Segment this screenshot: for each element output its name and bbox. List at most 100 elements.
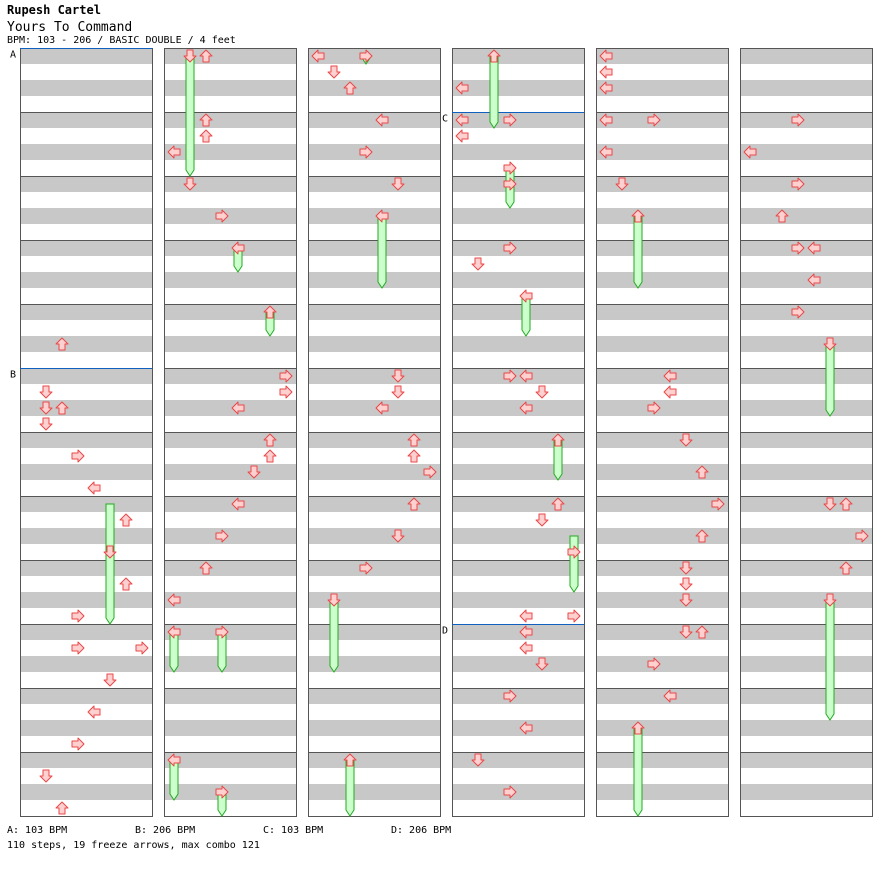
stripe bbox=[452, 272, 584, 288]
stripe bbox=[452, 592, 584, 608]
column-border bbox=[452, 48, 585, 817]
stripe bbox=[164, 624, 296, 640]
stripe bbox=[20, 656, 152, 672]
stripe bbox=[164, 304, 296, 320]
down-arrow bbox=[679, 593, 693, 607]
right-arrow bbox=[567, 545, 581, 559]
stripe bbox=[596, 48, 728, 64]
stripe bbox=[596, 240, 728, 256]
stripe bbox=[452, 784, 584, 800]
stripe bbox=[164, 688, 296, 704]
stripe bbox=[740, 752, 872, 768]
right-arrow bbox=[503, 369, 517, 383]
stripe bbox=[740, 240, 872, 256]
stripe bbox=[452, 112, 584, 128]
down-arrow bbox=[391, 177, 405, 191]
stripe bbox=[308, 336, 440, 352]
up-arrow bbox=[199, 49, 213, 63]
stripe bbox=[740, 432, 872, 448]
stripe bbox=[452, 176, 584, 192]
stripe bbox=[164, 496, 296, 512]
stripe bbox=[740, 592, 872, 608]
stripe bbox=[596, 688, 728, 704]
stripe bbox=[164, 592, 296, 608]
stripe bbox=[740, 176, 872, 192]
right-arrow bbox=[215, 625, 229, 639]
stripe bbox=[164, 336, 296, 352]
left-arrow bbox=[167, 753, 181, 767]
down-arrow bbox=[327, 65, 341, 79]
column-border bbox=[308, 48, 441, 817]
stripe bbox=[596, 592, 728, 608]
left-arrow bbox=[743, 145, 757, 159]
stripe bbox=[164, 240, 296, 256]
stripe bbox=[308, 560, 440, 576]
left-arrow bbox=[375, 401, 389, 415]
stripe bbox=[308, 784, 440, 800]
up-arrow bbox=[551, 497, 565, 511]
right-arrow bbox=[359, 145, 373, 159]
stripe bbox=[740, 528, 872, 544]
column-border bbox=[164, 48, 297, 817]
stripe bbox=[164, 112, 296, 128]
stripe bbox=[20, 688, 152, 704]
stripe bbox=[740, 304, 872, 320]
right-arrow bbox=[359, 561, 373, 575]
down-arrow bbox=[39, 385, 53, 399]
up-arrow bbox=[199, 129, 213, 143]
right-arrow bbox=[359, 49, 373, 63]
stripe bbox=[452, 752, 584, 768]
stripe bbox=[596, 752, 728, 768]
stripe bbox=[452, 144, 584, 160]
stripe bbox=[164, 144, 296, 160]
down-arrow bbox=[823, 497, 837, 511]
stripe bbox=[164, 368, 296, 384]
stripe bbox=[452, 464, 584, 480]
left-arrow bbox=[663, 369, 677, 383]
left-arrow bbox=[807, 241, 821, 255]
up-arrow bbox=[263, 449, 277, 463]
stripe bbox=[20, 464, 152, 480]
stripe bbox=[164, 752, 296, 768]
right-arrow bbox=[71, 449, 85, 463]
left-arrow bbox=[87, 481, 101, 495]
up-arrow bbox=[343, 81, 357, 95]
stripe bbox=[740, 368, 872, 384]
stripe bbox=[164, 560, 296, 576]
freeze-arrow bbox=[633, 215, 643, 289]
stripe bbox=[308, 496, 440, 512]
stripe bbox=[452, 336, 584, 352]
stripe bbox=[20, 144, 152, 160]
left-arrow bbox=[519, 721, 533, 735]
bpm-change-label: C bbox=[442, 114, 448, 125]
stripe bbox=[740, 144, 872, 160]
bpm-change-label: D bbox=[442, 626, 448, 637]
down-arrow bbox=[471, 257, 485, 271]
stripe bbox=[20, 624, 152, 640]
stripe bbox=[20, 336, 152, 352]
stripe bbox=[596, 112, 728, 128]
right-arrow bbox=[135, 641, 149, 655]
down-arrow bbox=[39, 417, 53, 431]
down-arrow bbox=[679, 577, 693, 591]
freeze-arrow bbox=[825, 599, 835, 721]
stripe bbox=[308, 112, 440, 128]
left-arrow bbox=[599, 49, 613, 63]
freeze-arrow bbox=[825, 343, 835, 417]
stripe bbox=[596, 80, 728, 96]
freeze-arrow bbox=[105, 503, 115, 625]
left-arrow bbox=[807, 273, 821, 287]
up-arrow bbox=[631, 721, 645, 735]
left-arrow bbox=[663, 385, 677, 399]
stripe bbox=[596, 656, 728, 672]
stripe bbox=[308, 624, 440, 640]
stripe bbox=[308, 432, 440, 448]
left-arrow bbox=[311, 49, 325, 63]
stripe bbox=[452, 528, 584, 544]
left-arrow bbox=[231, 401, 245, 415]
stripe bbox=[452, 208, 584, 224]
stripe bbox=[740, 80, 872, 96]
stripe bbox=[20, 784, 152, 800]
right-arrow bbox=[71, 609, 85, 623]
right-arrow bbox=[647, 657, 661, 671]
